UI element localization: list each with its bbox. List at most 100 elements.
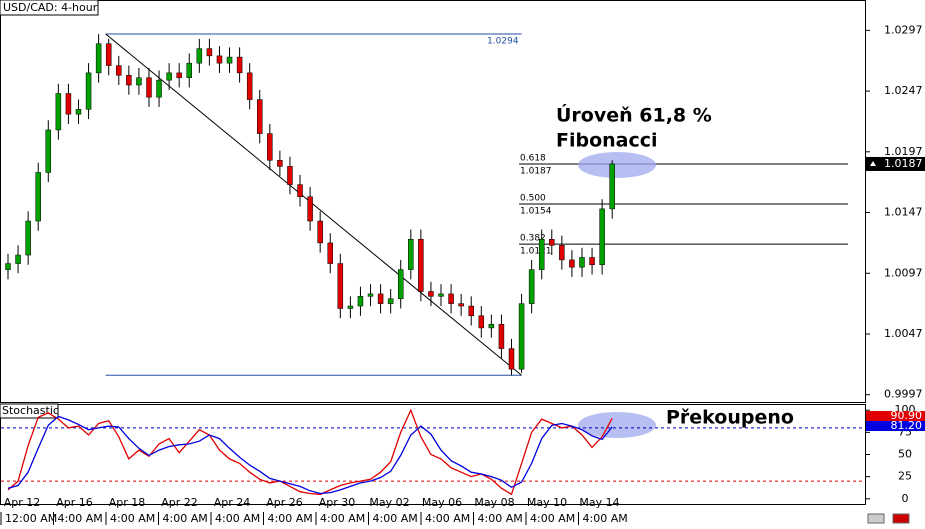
candle-body <box>206 48 213 57</box>
candle-body <box>488 324 495 329</box>
highlight-ellipse <box>578 152 656 178</box>
candle-body <box>65 93 72 115</box>
candle-body <box>156 79 162 98</box>
x-tick-date: May 08 <box>474 496 514 509</box>
candle-body <box>35 172 41 222</box>
y-tick-label: 1.0047 <box>884 327 923 340</box>
candle-body <box>337 263 344 309</box>
candle-body <box>5 263 11 270</box>
icon[interactable] <box>892 513 910 524</box>
x-tick-date: Apr 24 <box>214 496 251 509</box>
x-tick-date: Apr 16 <box>56 496 93 509</box>
x-tick-time: 4:00 AM <box>478 512 523 525</box>
candle-body <box>538 239 545 270</box>
x-tick-date: May 10 <box>527 496 567 509</box>
candle-body <box>176 72 182 78</box>
candle-body <box>45 129 52 173</box>
candle-body <box>126 75 132 86</box>
value-tag-label: 81.20 <box>891 419 923 432</box>
candle-body <box>25 220 31 256</box>
fib-ratio-label: 0.618 <box>520 153 546 163</box>
x-tick-time: 4:00 AM <box>373 512 418 525</box>
candle-body <box>246 72 253 100</box>
x-tick-date: Apr 12 <box>4 496 41 509</box>
candle-body <box>518 303 525 370</box>
x-tick-date: May 06 <box>422 496 462 509</box>
y-tick-label: 1.0197 <box>884 145 923 158</box>
candle-body <box>528 269 535 304</box>
x-tick-time: 4:00 AM <box>530 512 575 525</box>
y-tick-label: 0 <box>902 492 909 505</box>
candle-body <box>397 269 404 300</box>
candle-body <box>277 160 283 167</box>
candle-body <box>15 254 21 264</box>
candle-body <box>146 77 152 98</box>
candle-body <box>468 305 474 317</box>
x-tick-time: 4:00 AM <box>215 512 260 525</box>
stoch-line <box>7 408 613 496</box>
x-tick-date: Apr 30 <box>319 496 356 509</box>
candle-body <box>408 239 414 270</box>
x-tick-time: 4:00 AM <box>425 512 470 525</box>
stoch-line <box>7 415 613 495</box>
x-tick-time: 4:00 AM <box>583 512 628 525</box>
value-tag-label: 90.90 <box>891 409 923 422</box>
y-tick-label: 0.9997 <box>884 388 923 401</box>
annotation: Fibonacci <box>556 130 658 152</box>
candle-body <box>458 303 464 307</box>
chart-title: USD/CAD: 4-hour <box>3 1 98 14</box>
candle-body <box>136 77 142 86</box>
candle-body <box>186 62 193 78</box>
candle-body <box>367 293 374 297</box>
value-tag <box>866 421 925 431</box>
candle-body <box>569 259 575 268</box>
candle-body <box>216 55 223 64</box>
y-tick-label: 50 <box>898 448 912 461</box>
candle-body <box>357 296 364 307</box>
x-tick-time: 4:00 AM <box>268 512 313 525</box>
fib-ratio-label: 0.500 <box>520 194 546 204</box>
candle-body <box>95 43 102 74</box>
candle-body <box>297 184 303 197</box>
candle-body <box>327 242 333 264</box>
candle-body <box>448 293 454 304</box>
trend-line <box>105 33 522 376</box>
annotation: Úroveň 61,8 % <box>556 103 712 127</box>
x-tick-date: May 02 <box>369 496 409 509</box>
y-tick-label: 1.0247 <box>884 84 923 97</box>
y-tick-label: 25 <box>898 470 912 483</box>
x-tick-date: Apr 22 <box>161 496 198 509</box>
candle-body <box>438 293 444 297</box>
candle-body <box>75 109 82 115</box>
x-tick-time: 4:00 AM <box>163 512 208 525</box>
candle-body <box>116 65 122 76</box>
candle-body <box>377 293 384 304</box>
price-tag-label: 1.0187 <box>884 157 923 170</box>
fib-price-label: 1.0154 <box>520 207 552 217</box>
candle-body <box>307 196 313 222</box>
candle-body <box>105 43 112 66</box>
candle-body <box>166 72 172 81</box>
price-tag <box>866 156 925 171</box>
candle-body <box>609 163 615 210</box>
candle-body <box>236 56 243 74</box>
y-tick-label: 1.0297 <box>884 23 923 36</box>
x-tick-time: 12:00 AM <box>5 512 57 525</box>
icon[interactable] <box>867 513 885 524</box>
price-tag-arrow <box>870 160 876 166</box>
candle-body <box>508 348 515 370</box>
candle-body <box>559 245 565 261</box>
fib-price-label: 1.0121 <box>520 247 552 257</box>
candle-body <box>85 72 92 110</box>
fib-high-label: 1.0294 <box>487 37 519 47</box>
title-box <box>0 0 99 16</box>
candle-body <box>418 239 424 292</box>
x-tick-date: May 14 <box>579 496 619 509</box>
value-tag <box>866 411 925 421</box>
x-tick-time: 4:00 AM <box>110 512 155 525</box>
candle-body <box>579 257 585 268</box>
candle-body <box>347 305 354 309</box>
candle-body <box>498 324 505 349</box>
candle-body <box>428 291 434 297</box>
